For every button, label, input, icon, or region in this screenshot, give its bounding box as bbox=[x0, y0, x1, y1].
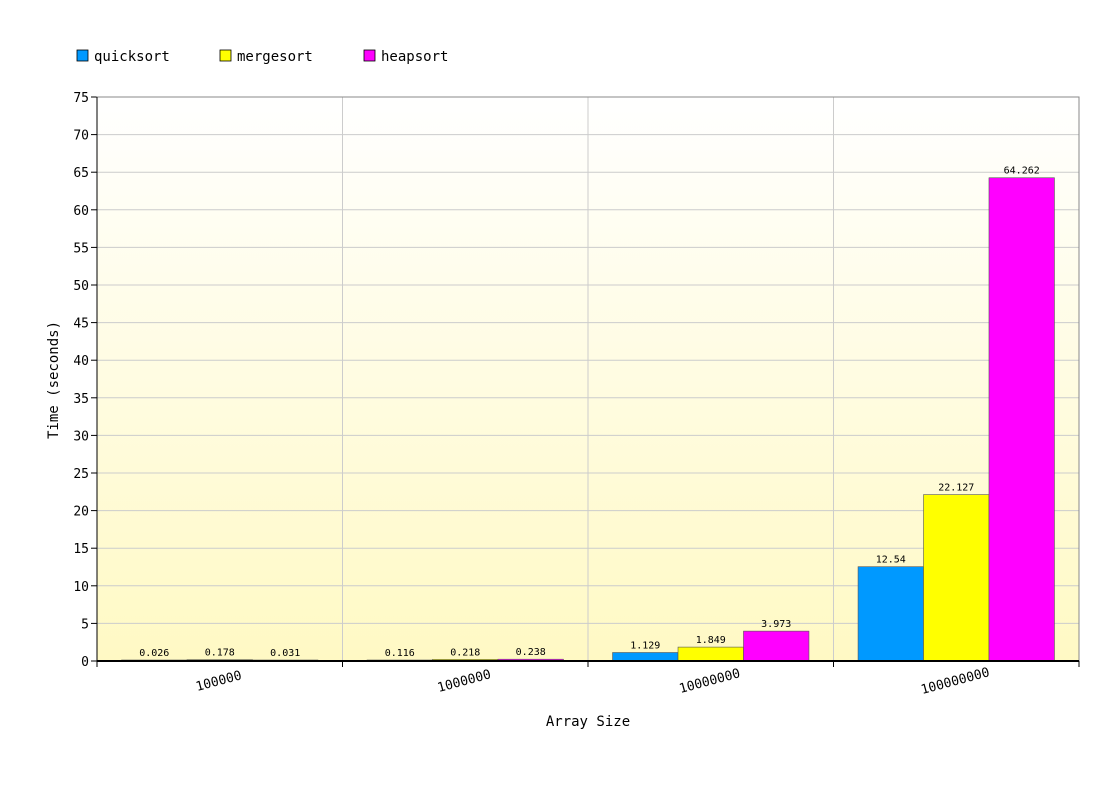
x-tick-label: 100000 bbox=[194, 668, 243, 695]
y-tick-label: 65 bbox=[73, 166, 89, 181]
y-tick-label: 15 bbox=[73, 542, 89, 557]
x-tick-label: 1000000 bbox=[436, 667, 493, 696]
legend-label-heapsort: heapsort bbox=[381, 49, 448, 65]
bars: 0.026 0.116 1.129 12.54 0.178 0.218 1.849 22.12… bbox=[121, 166, 1055, 662]
bar-value-label: 0.116 bbox=[385, 648, 415, 659]
y-tick-label: 70 bbox=[73, 129, 89, 144]
legend-label-mergesort: mergesort bbox=[237, 49, 313, 65]
legend-label-quicksort: quicksort bbox=[94, 49, 170, 65]
bar-quicksort bbox=[857, 566, 924, 662]
legend-swatch-heapsort bbox=[363, 49, 376, 62]
bar-quicksort bbox=[612, 652, 679, 662]
y-tick-label: 30 bbox=[73, 429, 89, 444]
bar-value-label: 22.127 bbox=[938, 483, 974, 494]
bar-value-label: 0.031 bbox=[270, 648, 300, 659]
bar-mergesort bbox=[677, 646, 744, 662]
x-tick-label: 100000000 bbox=[919, 665, 991, 698]
bar-value-label: 0.178 bbox=[205, 648, 235, 659]
y-tick-label: 10 bbox=[73, 580, 89, 595]
y-tick-label: 75 bbox=[73, 91, 89, 106]
y-tick-label: 60 bbox=[73, 204, 89, 219]
legend: quicksort mergesort heapsort bbox=[76, 49, 448, 65]
bar-value-label: 0.026 bbox=[139, 648, 169, 659]
bar-mergesort bbox=[923, 494, 990, 662]
y-tick-label: 45 bbox=[73, 317, 89, 332]
y-tick-label: 20 bbox=[73, 505, 89, 520]
y-tick-label: 25 bbox=[73, 467, 89, 482]
bar-value-label: 12.54 bbox=[876, 555, 906, 566]
bar-heapsort bbox=[988, 177, 1055, 662]
bar-value-label: 1.849 bbox=[696, 635, 726, 646]
bar-value-label: 1.129 bbox=[630, 641, 660, 652]
bar-value-label: 0.218 bbox=[450, 647, 480, 658]
bar-value-label: 64.262 bbox=[1004, 166, 1040, 177]
bar-value-label: 0.238 bbox=[516, 647, 546, 658]
x-tick-label: 10000000 bbox=[678, 666, 742, 697]
y-tick-label: 5 bbox=[81, 617, 89, 632]
y-axis-title: Time (seconds) bbox=[46, 321, 62, 439]
x-axis-title: Array Size bbox=[546, 714, 630, 730]
legend-swatch-quicksort bbox=[76, 49, 89, 62]
y-tick-label: 40 bbox=[73, 354, 89, 369]
legend-swatch-mergesort bbox=[219, 49, 232, 62]
y-tick-label: 55 bbox=[73, 241, 89, 256]
bar-value-label: 3.973 bbox=[761, 619, 791, 630]
y-tick-label: 0 bbox=[81, 655, 89, 670]
y-tick-label: 35 bbox=[73, 392, 89, 407]
y-tick-label: 50 bbox=[73, 279, 89, 294]
bar-heapsort bbox=[743, 630, 810, 662]
